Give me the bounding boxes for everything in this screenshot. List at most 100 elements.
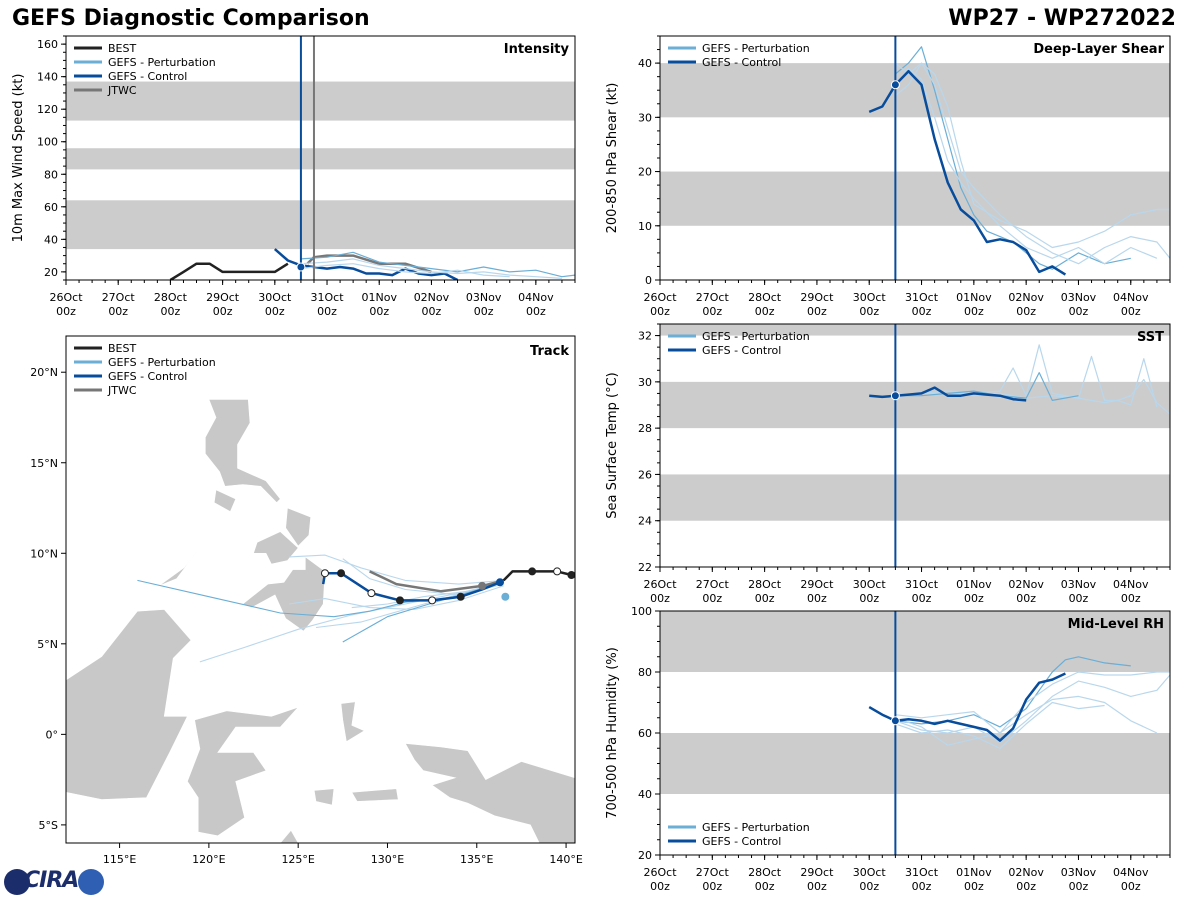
x-tick-label: 03Nov: [1061, 291, 1097, 304]
tracks-group: [137, 554, 575, 663]
y-tick-label: 10: [638, 220, 652, 233]
y-tick-label: 28: [638, 422, 652, 435]
y-tick-label: 60: [44, 201, 58, 214]
x-tick-label: 00z: [755, 305, 775, 318]
y-tick-label: 10°N: [30, 547, 58, 560]
series-line: [895, 701, 1105, 749]
land-group: [66, 399, 575, 843]
x-tick-label: 28Oct: [154, 291, 188, 304]
x-tick-label: 00z: [964, 305, 984, 318]
x-tick-label: 00z: [1016, 592, 1036, 605]
x-tick-label: 30Oct: [853, 866, 887, 879]
y-axis-label: Sea Surface Temp (°C): [605, 372, 620, 519]
panel-title: SST: [1137, 330, 1164, 345]
initial-point: [890, 80, 900, 90]
threshold-band: [660, 63, 1170, 118]
landmass: [158, 547, 201, 587]
x-tick-label: 26Oct: [643, 291, 677, 304]
x-tick-label: 00z: [859, 305, 879, 318]
x-tick-label: 00z: [702, 305, 722, 318]
x-tick-label: 00z: [1069, 305, 1089, 318]
landmass: [285, 507, 312, 547]
landmass: [279, 829, 299, 843]
initial-point: [296, 262, 306, 272]
legend-label: GEFS - Perturbation: [702, 330, 810, 343]
track-point: [501, 592, 510, 601]
track-line: [289, 585, 504, 610]
landmass: [205, 399, 281, 504]
track-line: [369, 570, 504, 593]
intensity-chart: 2040608010012014016026Oct00z27Oct00z28Oc…: [11, 35, 576, 318]
landmass: [213, 489, 237, 513]
series-line: [895, 62, 1170, 265]
x-tick-label: 00z: [650, 305, 670, 318]
globe-icon: [78, 869, 104, 895]
x-tick-label: 01Nov: [956, 578, 992, 591]
track-point: [367, 589, 376, 598]
landmass: [66, 609, 192, 800]
x-tick-label: 03Nov: [1061, 578, 1097, 591]
y-tick-label: 32: [638, 330, 652, 343]
x-tick-label: 00z: [702, 880, 722, 893]
panel-title: Track: [530, 344, 569, 359]
x-tick-label: 01Nov: [956, 866, 992, 879]
y-tick-label: 20°N: [30, 366, 58, 379]
series-group: [868, 46, 1170, 276]
x-tick-label: 29Oct: [206, 291, 240, 304]
track-point: [553, 567, 562, 576]
threshold-band: [66, 148, 575, 170]
y-tick-label: 20: [638, 849, 652, 862]
sst-chart: 22242628303226Oct00z27Oct00z28Oct00z29Oc…: [605, 323, 1171, 605]
figure-title: GEFS Diagnostic Comparison: [12, 6, 370, 31]
legend-label: BEST: [108, 342, 136, 355]
series-line: [895, 62, 1170, 249]
x-tick-label: 00z: [964, 592, 984, 605]
x-tick-label: 00z: [265, 305, 285, 318]
landmass: [187, 706, 300, 837]
x-tick-label: 00z: [755, 592, 775, 605]
plot-frame: [659, 323, 1171, 568]
x-tick-label: 120°E: [192, 853, 225, 866]
x-tick-label: 28Oct: [748, 866, 782, 879]
y-tick-label: 5°S: [39, 819, 58, 832]
x-tick-label: 28Oct: [748, 578, 782, 591]
series-line: [169, 262, 289, 280]
x-tick-label: 00z: [1069, 592, 1089, 605]
x-tick-label: 00z: [912, 880, 932, 893]
y-tick-label: 22: [638, 561, 652, 574]
x-tick-label: 29Oct: [800, 578, 834, 591]
x-tick-label: 31Oct: [905, 578, 939, 591]
legend-label: GEFS - Control: [108, 70, 187, 83]
plot-frame: [65, 335, 576, 844]
x-tick-label: 30Oct: [853, 291, 887, 304]
series-line: [895, 671, 1170, 734]
track-line: [289, 554, 504, 585]
y-tick-label: 160: [37, 38, 58, 51]
x-tick-label: 31Oct: [905, 291, 939, 304]
x-tick-label: 00z: [1016, 305, 1036, 318]
rh-chart: 2040608010026Oct00z27Oct00z28Oct00z29Oct…: [605, 605, 1171, 893]
panel-title: Mid-Level RH: [1068, 617, 1164, 632]
y-tick-label: 26: [638, 468, 652, 481]
track-point: [567, 571, 575, 580]
x-tick-label: 130°E: [371, 853, 404, 866]
x-tick-label: 00z: [1121, 592, 1141, 605]
y-tick-label: 80: [638, 666, 652, 679]
legend-label: GEFS - Perturbation: [108, 356, 216, 369]
series-line: [895, 695, 1158, 746]
x-tick-label: 31Oct: [905, 866, 939, 879]
track-point: [478, 581, 487, 590]
x-tick-label: 04Nov: [518, 291, 554, 304]
track-line: [502, 570, 575, 582]
y-tick-label: 0: [645, 274, 652, 287]
x-tick-label: 00z: [108, 305, 128, 318]
landmass: [253, 531, 299, 565]
x-tick-label: 28Oct: [748, 291, 782, 304]
x-tick-label: 02Nov: [1008, 291, 1044, 304]
legend-label: BEST: [108, 42, 136, 55]
y-axis-label: 10m Max Wind Speed (kt): [11, 74, 26, 243]
x-tick-label: 31Oct: [311, 291, 345, 304]
y-axis-label: 700-500 hPa Humidity (%): [605, 647, 620, 819]
y-tick-label: 0°: [46, 728, 59, 741]
x-tick-label: 04Nov: [1113, 291, 1149, 304]
